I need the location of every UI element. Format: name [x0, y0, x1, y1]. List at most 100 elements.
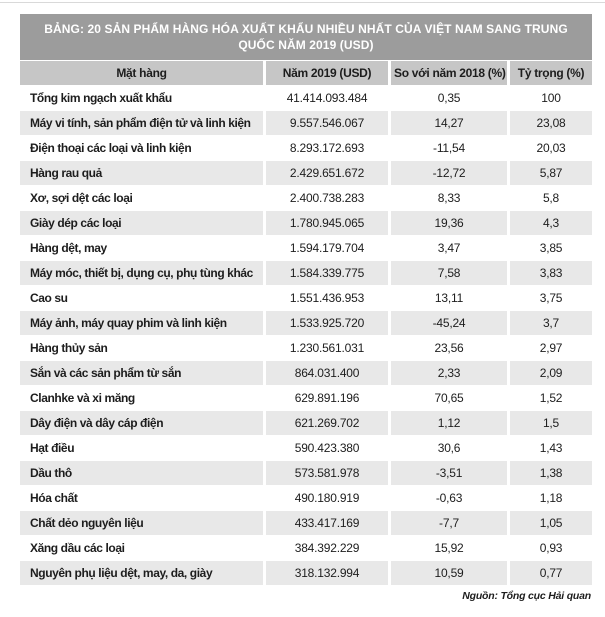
value-2019-cell: 9.557.546.067: [266, 111, 388, 135]
product-name-cell: Máy vi tính, sản phẩm điện tử và linh ki…: [20, 111, 263, 135]
table-body: Tổng kim ngạch xuất khẩu 41.414.093.484 …: [20, 86, 592, 585]
table-row: Máy móc, thiết bị, dụng cụ, phụ tùng khá…: [20, 261, 592, 285]
table-row: Sắn và các sản phẩm từ sắn 864.031.400 2…: [20, 361, 592, 385]
share-cell: 3,75: [539, 291, 563, 305]
product-name-cell: Dầu thô: [20, 461, 263, 485]
table-title-banner: BẢNG: 20 SẢN PHẨM HÀNG HÓA XUẤT KHẨU NHI…: [20, 14, 592, 60]
value-2019-cell: 864.031.400: [266, 361, 388, 385]
table-row: Hàng rau quả 2.429.651.672 -12,72 5,87: [20, 161, 592, 185]
table-row: Máy vi tính, sản phẩm điện tử và linh ki…: [20, 111, 592, 135]
export-data-table: Mặt hàng Năm 2019 (USD) So với năm 2018 …: [17, 60, 595, 586]
value-2019-cell: 1.230.561.031: [289, 341, 365, 355]
share-cell: 3,83: [510, 261, 592, 285]
col-header-product: Mặt hàng: [20, 61, 263, 85]
value-2019-cell: 629.891.196: [294, 391, 360, 405]
col-header-value-2019: Năm 2019 (USD): [266, 61, 388, 85]
product-name-cell: Điện thoại các loại và linh kiện: [30, 141, 192, 155]
export-table-figure: BẢNG: 20 SẢN PHẨM HÀNG HÓA XUẤT KHẨU NHI…: [20, 14, 592, 602]
value-2019-cell: 490.180.919: [294, 491, 360, 505]
col-header-share: Tỷ trọng (%): [510, 61, 592, 85]
product-name-cell: Máy ảnh, máy quay phim và linh kiện: [20, 311, 263, 335]
vs-2018-cell: 15,92: [434, 541, 464, 555]
product-name-cell: Xơ, sợi dệt các loại: [30, 191, 133, 205]
table-row: Hàng dệt, may 1.594.179.704 3,47 3,85: [20, 236, 592, 260]
value-2019-cell: 573.581.978: [266, 461, 388, 485]
table-row: Xăng dầu các loại 384.392.229 15,92 0,93: [20, 536, 592, 560]
product-name-cell: Hàng dệt, may: [30, 241, 107, 255]
table-row: Xơ, sợi dệt các loại 2.400.738.283 8,33 …: [20, 186, 592, 210]
share-cell: 5,8: [542, 191, 560, 205]
product-name-cell: Hàng rau quả: [20, 161, 263, 185]
value-2019-cell: 2.429.651.672: [266, 161, 388, 185]
value-2019-cell: 590.423.380: [294, 441, 360, 455]
product-name-cell: Cao su: [30, 291, 68, 305]
value-2019-cell: 1.780.945.065: [266, 211, 388, 235]
product-name-cell: Máy móc, thiết bị, dụng cụ, phụ tùng khá…: [20, 261, 263, 285]
share-cell: 1,52: [539, 391, 563, 405]
table-row: Hàng thủy sản 1.230.561.031 23,56 2,97: [20, 336, 592, 360]
table-row: Hạt điều 590.423.380 30,6 1,43: [20, 436, 592, 460]
share-cell: 5,87: [510, 161, 592, 185]
table-row: Hóa chất 490.180.919 -0,63 1,18: [20, 486, 592, 510]
share-cell: 3,7: [510, 311, 592, 335]
value-2019-cell: 318.132.994: [266, 561, 388, 585]
vs-2018-cell: 23,56: [434, 341, 464, 355]
vs-2018-cell: 14,27: [391, 111, 507, 135]
vs-2018-cell: 7,58: [391, 261, 507, 285]
value-2019-cell: 41.414.093.484: [286, 91, 368, 105]
table-row: Máy ảnh, máy quay phim và linh kiện 1.53…: [20, 311, 592, 335]
share-cell: 0,77: [510, 561, 592, 585]
vs-2018-cell: -11,54: [433, 141, 465, 155]
vs-2018-cell: 19,36: [391, 211, 507, 235]
vs-2018-cell: 8,33: [437, 191, 461, 205]
product-name-cell: Tổng kim ngạch xuất khẩu: [30, 91, 172, 105]
share-cell: 1,05: [510, 511, 592, 535]
product-name-cell: Chất dẻo nguyên liệu: [20, 511, 263, 535]
value-2019-cell: 1.584.339.775: [266, 261, 388, 285]
value-2019-cell: 2.400.738.283: [289, 191, 365, 205]
table-row: Chất dẻo nguyên liệu 433.417.169 -7,7 1,…: [20, 511, 592, 535]
product-name-cell: Giày dép các loại: [20, 211, 263, 235]
share-cell: 4,3: [510, 211, 592, 235]
share-cell: 1,18: [539, 491, 563, 505]
table-row: Dầu thô 573.581.978 -3,51 1,38: [20, 461, 592, 485]
table-row: Clanhke và xi măng 629.891.196 70,65 1,5…: [20, 386, 592, 410]
product-name-cell: Xăng dầu các loại: [30, 541, 125, 555]
table-row: Tổng kim ngạch xuất khẩu 41.414.093.484 …: [20, 86, 592, 110]
product-name-cell: Hàng thủy sản: [30, 341, 108, 355]
col-header-vs-2018: So với năm 2018 (%): [391, 61, 507, 85]
product-name-cell: Hóa chất: [30, 491, 78, 505]
vs-2018-cell: -0,63: [435, 491, 463, 505]
share-cell: 23,08: [510, 111, 592, 135]
table-header: Mặt hàng Năm 2019 (USD) So với năm 2018 …: [20, 61, 592, 85]
value-2019-cell: 621.269.702: [266, 411, 388, 435]
share-cell: 2,97: [539, 341, 563, 355]
vs-2018-cell: 30,6: [437, 441, 461, 455]
vs-2018-cell: -7,7: [391, 511, 507, 535]
vs-2018-cell: 3,47: [437, 241, 461, 255]
vs-2018-cell: 0,35: [437, 91, 461, 105]
table-row: Cao su 1.551.436.953 13,11 3,75: [20, 286, 592, 310]
product-name-cell: Dây điện và dây cáp điện: [20, 411, 263, 435]
table-row: Nguyên phụ liệu dệt, may, da, giày 318.1…: [20, 561, 592, 585]
share-cell: 1,38: [510, 461, 592, 485]
product-name-cell: Nguyên phụ liệu dệt, may, da, giày: [20, 561, 263, 585]
value-2019-cell: 384.392.229: [294, 541, 360, 555]
product-name-cell: Clanhke và xi măng: [30, 391, 135, 405]
vs-2018-cell: -12,72: [391, 161, 507, 185]
share-cell: 3,85: [539, 241, 563, 255]
table-header-row: Mặt hàng Năm 2019 (USD) So với năm 2018 …: [20, 61, 592, 85]
share-cell: 20,03: [536, 141, 566, 155]
share-cell: 1,5: [510, 411, 592, 435]
share-cell: 2,09: [510, 361, 592, 385]
share-cell: 0,93: [539, 541, 563, 555]
table-row: Điện thoại các loại và linh kiện 8.293.1…: [20, 136, 592, 160]
vs-2018-cell: 70,65: [434, 391, 464, 405]
vs-2018-cell: 2,33: [391, 361, 507, 385]
value-2019-cell: 1.551.436.953: [289, 291, 365, 305]
product-name-cell: Sắn và các sản phẩm từ sắn: [20, 361, 263, 385]
table-row: Dây điện và dây cáp điện 621.269.702 1,1…: [20, 411, 592, 435]
value-2019-cell: 433.417.169: [266, 511, 388, 535]
vs-2018-cell: 1,12: [391, 411, 507, 435]
